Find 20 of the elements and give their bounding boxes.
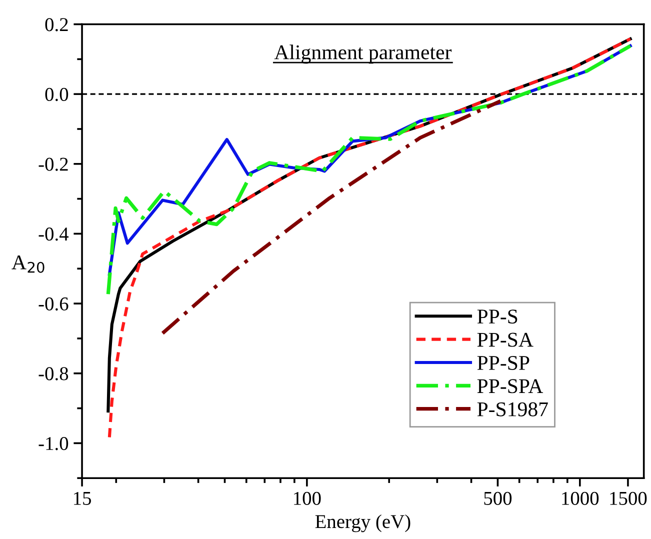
legend-label: PP-SA xyxy=(477,332,534,347)
y-tick-label: -0.8 xyxy=(38,367,68,380)
x-tick-label: 1000 xyxy=(562,492,599,505)
y-tick-label: -0.6 xyxy=(38,297,68,311)
x-tick-label: 100 xyxy=(294,492,321,505)
y-tick-label: -0.4 xyxy=(38,228,69,241)
y-tick-label: -1.0 xyxy=(38,437,68,450)
legend-label: PP-SP xyxy=(477,356,530,370)
x-axis-title: Energy (eV) xyxy=(315,514,410,532)
x-tick-label: 500 xyxy=(484,492,512,505)
legend-label: P-S1987 xyxy=(477,402,548,416)
x-tick-label: 15 xyxy=(74,492,91,505)
y-tick-label: -0.2 xyxy=(38,158,68,171)
x-tick-label: 1500 xyxy=(610,492,647,505)
legend-label: PP-SPA xyxy=(477,379,544,394)
legend-label: PP-S xyxy=(477,310,518,324)
y-axis-title: A$_{20}$ xyxy=(12,255,44,273)
annotation: Alignment parameter xyxy=(274,44,452,64)
y-tick-label: 0.0 xyxy=(45,88,68,102)
y-tick-label: 0.2 xyxy=(45,18,68,32)
